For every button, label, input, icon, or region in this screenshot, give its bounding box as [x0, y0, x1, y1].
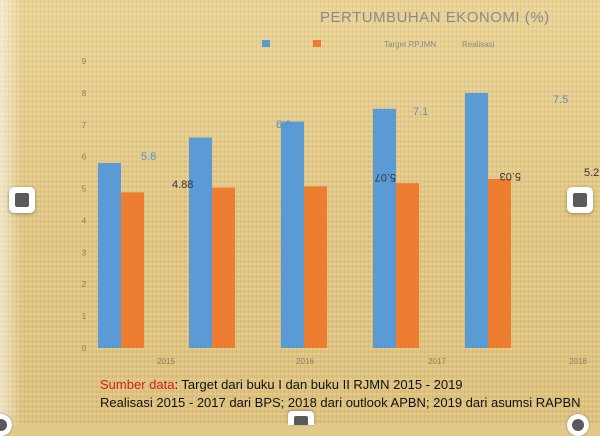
data-label: 5.2: [584, 167, 599, 179]
x-axis: 2015 2016 2017 2018: [157, 357, 587, 366]
data-label: 5.8: [141, 151, 156, 163]
x-tick-label: 2018: [569, 357, 587, 366]
y-tick-label: 6: [82, 153, 87, 162]
bar-realisasi-5: [488, 178, 511, 348]
x-tick-label: 2017: [428, 357, 446, 366]
y-tick-label: 2: [82, 280, 87, 289]
bar-realisasi-1: [121, 192, 144, 348]
y-tick-label: 5: [82, 185, 87, 194]
data-label: 4.88: [172, 179, 193, 191]
data-label: 7.5: [553, 94, 568, 106]
source-line-1: Sumber data: Target dari buku I dan buku…: [100, 376, 581, 394]
chart-title: PERTUMBUHAN EKONOMI (%): [320, 9, 550, 26]
y-axis: 0 1 2 3 4 5 6 7 8 9: [82, 57, 87, 353]
legend-swatch: [262, 40, 270, 47]
bar-target-4: [373, 108, 396, 348]
corner-handle-bottom-right[interactable]: [567, 414, 589, 436]
data-label: 5.03: [500, 170, 521, 182]
bar-realisasi-4: [396, 183, 419, 348]
source-target-text: : Target dari buku I dan buku II RJMN 20…: [174, 377, 463, 392]
legend-swatch: [313, 40, 321, 47]
bar-target-2: [189, 137, 212, 348]
x-tick-label: 2016: [296, 357, 314, 366]
bar-target-1: [98, 163, 121, 348]
source-line-2: Realisasi 2015 - 2017 dari BPS; 2018 dar…: [100, 395, 581, 410]
bar-realisasi-3: [304, 186, 327, 348]
resize-handle-right[interactable]: [567, 187, 593, 213]
growth-chart: PERTUMBUHAN EKONOMI (%) Target RPJMN Real…: [82, 9, 600, 366]
data-label: 5.07: [375, 171, 396, 183]
bar-target-5: [465, 92, 488, 348]
bar-realisasi-2: [212, 187, 235, 348]
y-tick-label: 0: [82, 344, 87, 353]
resize-handle-left[interactable]: [9, 187, 35, 213]
legend-label: Target RPJMN: [384, 40, 436, 49]
data-labels: 5.8 4.88 6.6 5.07 7.1 5.03 7.5 5.2: [141, 94, 599, 191]
data-label: 7.1: [413, 106, 428, 118]
data-label: 6.6: [276, 119, 291, 131]
y-tick-label: 4: [82, 216, 87, 225]
y-tick-label: 7: [82, 121, 87, 130]
y-tick-label: 3: [82, 248, 87, 257]
y-tick-label: 1: [82, 312, 87, 321]
source-note: Sumber data: Target dari buku I dan buku…: [100, 376, 581, 412]
y-tick-label: 8: [82, 89, 87, 98]
bar-target-3: [281, 121, 304, 348]
legend-label: Realisasi: [462, 40, 495, 49]
bar-series: [98, 92, 511, 348]
resize-handle-bottom[interactable]: [288, 411, 314, 425]
y-tick-label: 9: [82, 57, 87, 66]
source-label: Sumber data: [100, 377, 175, 392]
x-tick-label: 2015: [157, 357, 175, 366]
chart-legend: Target RPJMN Realisasi: [262, 40, 495, 49]
